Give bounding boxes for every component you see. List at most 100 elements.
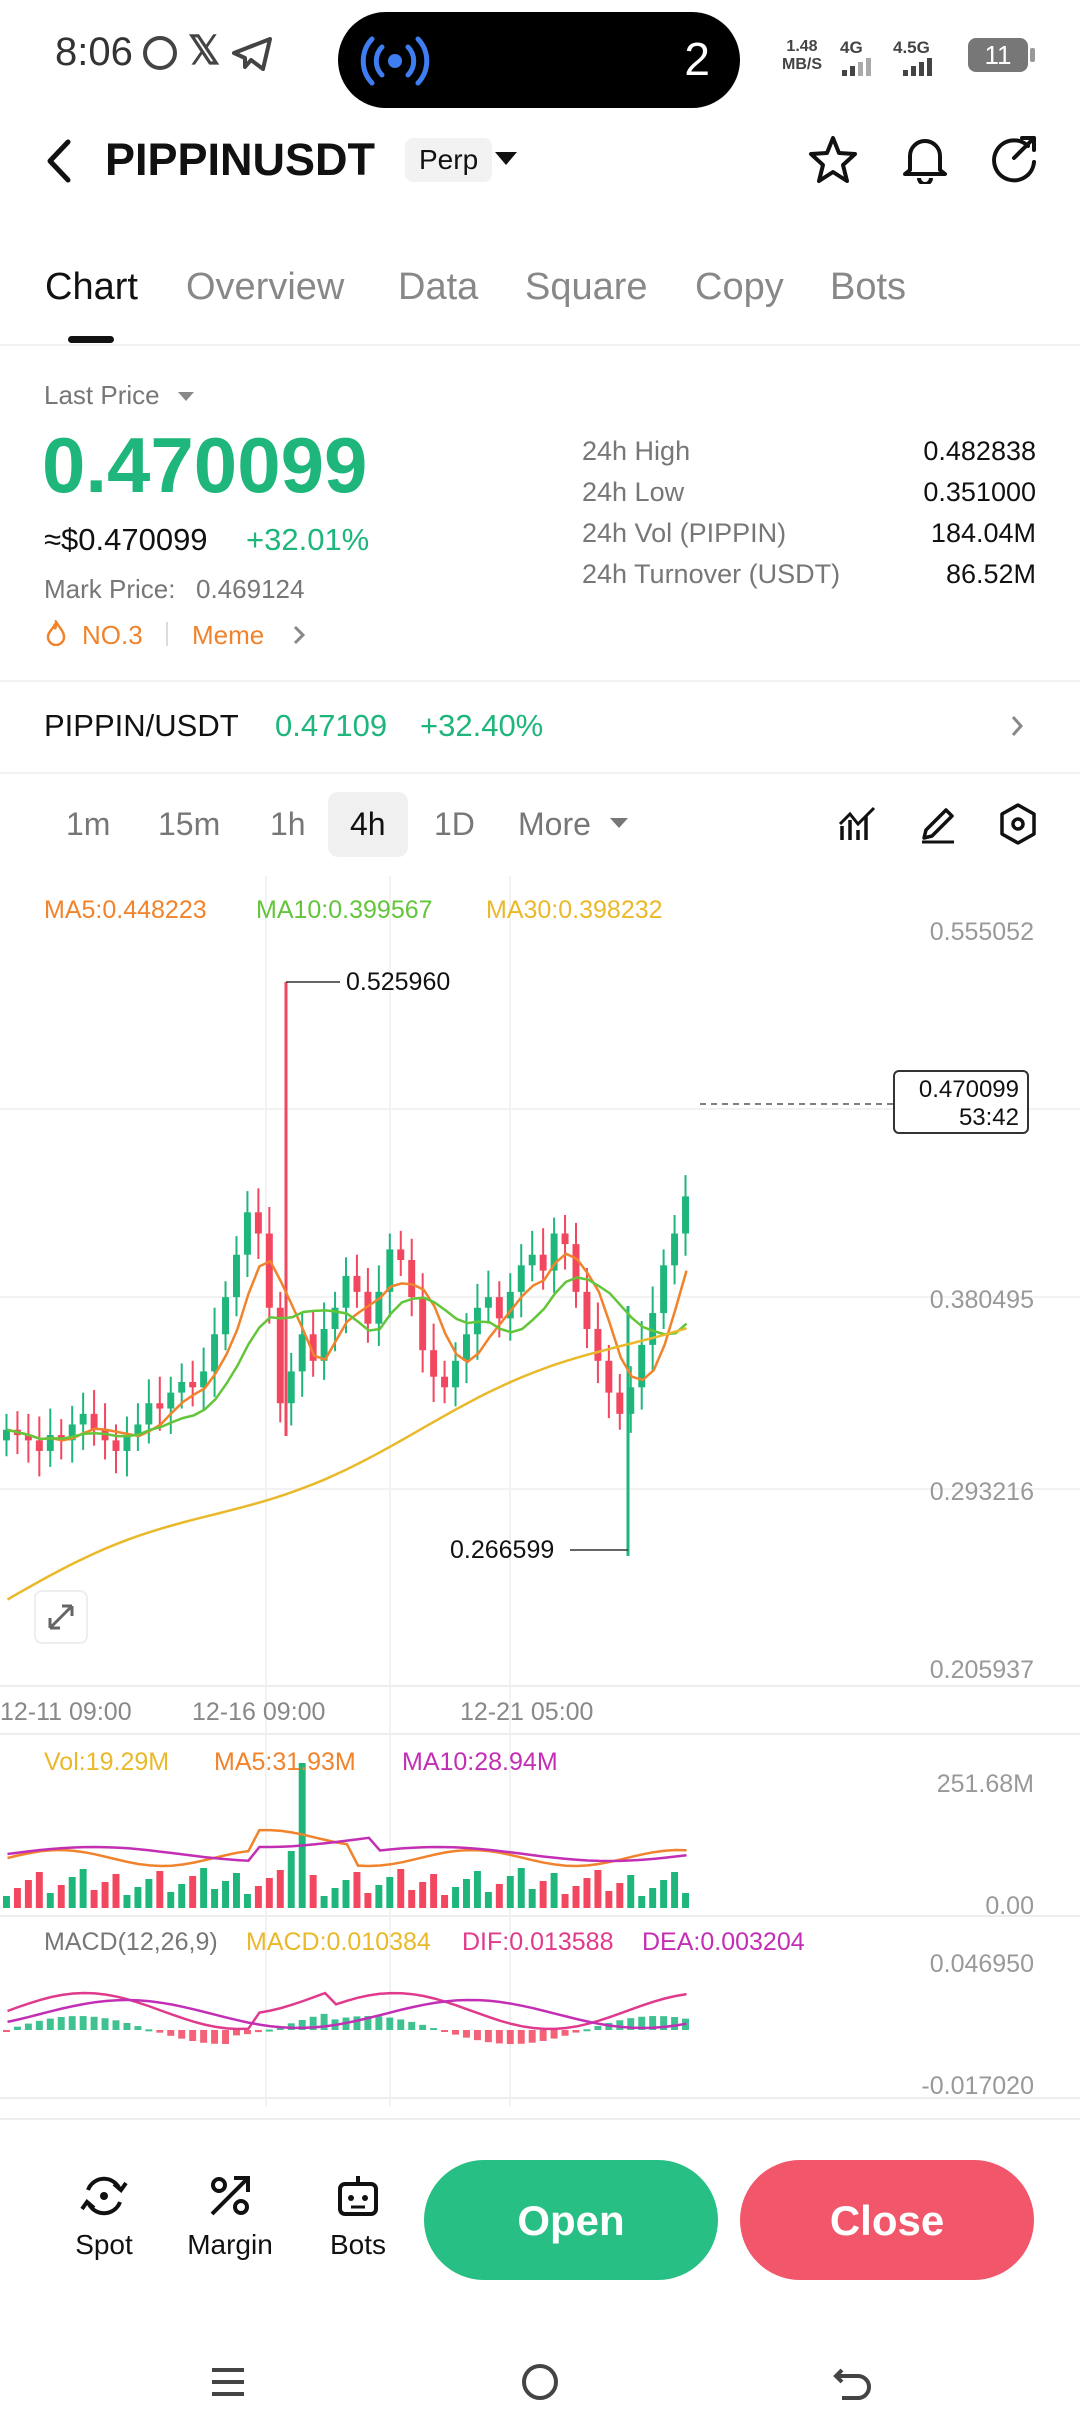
margin-nav[interactable]: Margin [180,2170,280,2261]
fullscreen-button[interactable] [34,1590,88,1644]
home-icon[interactable] [518,2360,562,2404]
chevron-down-icon[interactable] [495,152,517,166]
tab-square[interactable]: Square [525,266,648,308]
category-tag[interactable]: Meme [192,620,265,650]
candle-body [145,1403,153,1425]
candle-body [287,1371,295,1404]
volume-bar [517,1868,525,1908]
candle-body [320,1328,328,1361]
candle-body [397,1249,405,1261]
macd-bar [463,2030,470,2038]
current-price-value: 0.470099 [918,1076,1019,1103]
ma10-line [7,1276,688,1441]
interval-1d[interactable]: 1D [434,806,475,842]
bell-icon[interactable] [900,132,950,184]
macd-bar [495,2030,503,2044]
open-button[interactable]: Open [424,2160,718,2280]
volume-bar [156,1871,164,1908]
tab-data[interactable]: Data [398,266,479,308]
vol-ma10-line [7,1836,687,1863]
interval-more[interactable]: More [518,806,591,842]
macd-bar [233,2030,240,2036]
spot-icon [80,2176,128,2216]
candle-body [46,1435,54,1451]
macd-bar [211,2030,219,2044]
chevron-down-icon[interactable] [178,392,194,402]
volume-bar [682,1893,689,1908]
volume-bar [528,1889,536,1908]
settings-hexagon-icon[interactable] [998,802,1038,846]
macd-bar [386,2017,394,2030]
volume-bar [627,1875,635,1908]
candle-body [441,1376,449,1388]
candlestick-chart[interactable] [0,876,1080,2118]
tab-overview[interactable]: Overview [186,266,345,308]
telegram-icon [232,37,272,71]
candle-body [649,1313,657,1345]
candle-body [211,1334,219,1372]
contract-type-badge[interactable]: Perp [405,138,493,182]
chevron-down-icon[interactable] [610,818,628,829]
volume-bar [484,1892,492,1908]
back-arrow-icon[interactable] [42,138,78,184]
indicator-icon[interactable] [838,804,878,844]
volume-bar [90,1890,98,1908]
interval-1h[interactable]: 1h [270,806,306,842]
volume-bar [495,1884,503,1908]
close-button[interactable]: Close [740,2160,1034,2280]
volume-bar [24,1880,32,1908]
broadcast-icon [360,36,430,86]
main-tabs: Chart Overview Data Square Copy Bots [0,258,1080,346]
candle-body [528,1254,536,1266]
spot-change: +32.40% [420,708,544,743]
share-icon[interactable] [988,132,1040,184]
tab-bots[interactable]: Bots [830,266,907,308]
vol-ma5-line [7,1828,687,1868]
tab-copy[interactable]: Copy [695,266,784,308]
macd-bar [3,2030,10,2032]
macd-bar [254,2030,262,2033]
last-price-label[interactable]: Last Price [44,380,160,410]
macd-bar [627,2018,635,2030]
candle-body [375,1291,383,1324]
high-marker-label: 0.525960 [346,968,451,996]
volume-bar [331,1888,339,1908]
tag-divider [166,622,168,646]
vol-ma10-legend: MA10:28.94M [402,1748,558,1776]
volume-bar [265,1878,273,1908]
macd-bar [539,2030,547,2041]
recent-apps-icon[interactable] [208,2362,248,2402]
candle-body [24,1435,32,1441]
spot-nav[interactable]: Spot [62,2170,146,2261]
rank-tag[interactable]: NO.3 [82,620,143,650]
candle-body [309,1334,317,1361]
vol-legend: Vol:19.29M [44,1748,170,1776]
signal-bars-icon [842,58,871,76]
back-icon[interactable] [830,2360,874,2404]
y-tick: 0.293216 [929,1478,1034,1506]
volume-bar [287,1851,295,1908]
macd-bar [309,2016,317,2030]
interval-15m[interactable]: 15m [158,806,221,842]
volume-bar [101,1882,109,1908]
ma5-line [7,1252,688,1442]
chart-area[interactable]: MA5:0.448223 MA10:0.399567 MA30:0.398232… [0,876,1080,2118]
star-icon[interactable] [808,134,858,184]
vol-ma5-legend: MA5:31.93M [214,1748,356,1776]
vol-max: 251.68M [936,1770,1034,1798]
candle-body [3,1429,10,1441]
chevron-right-icon[interactable] [1010,714,1024,738]
interval-1m[interactable]: 1m [66,806,111,842]
interval-4h[interactable]: 4h [328,792,408,857]
macd-bar [364,2016,372,2030]
chevron-right-icon[interactable] [292,624,306,646]
pencil-icon[interactable] [918,804,958,844]
bots-nav[interactable]: Bots [318,2170,398,2261]
candle-body [386,1249,394,1292]
volume-bar [178,1884,186,1908]
spot-pair-row[interactable]: PIPPIN/USDT 0.47109 +32.40% [0,680,1080,774]
price-change: +32.01% [246,522,370,557]
candle-body [254,1212,262,1234]
tab-chart[interactable]: Chart [45,266,138,308]
battery-indicator: 11 [968,38,1035,72]
